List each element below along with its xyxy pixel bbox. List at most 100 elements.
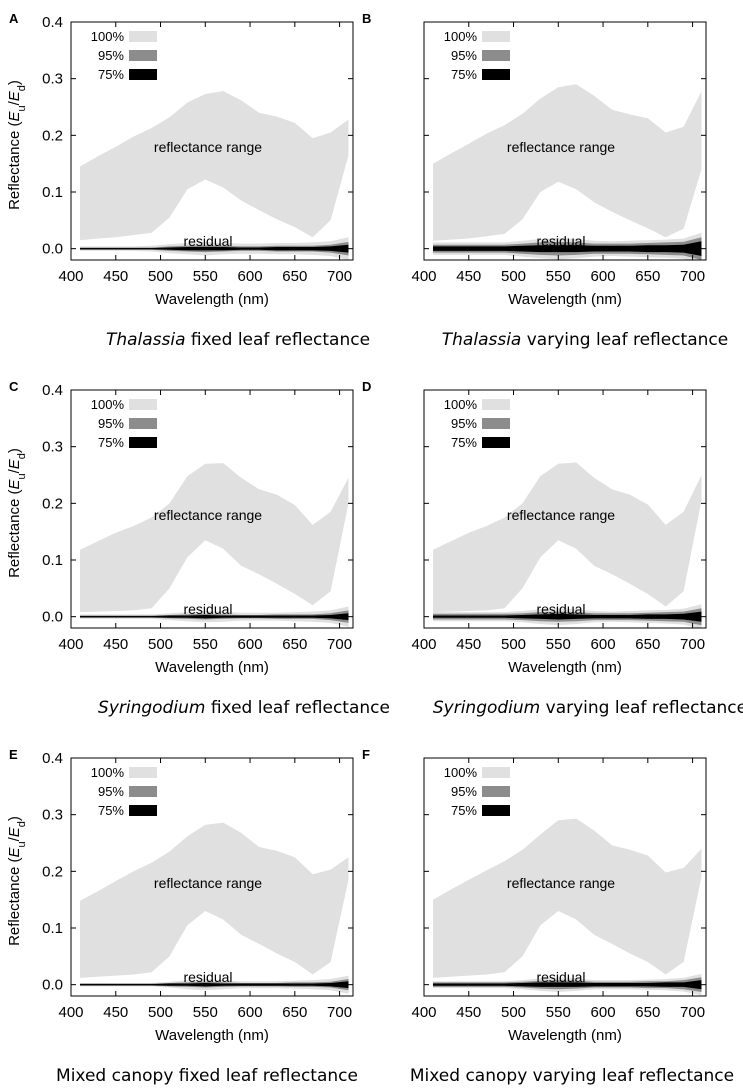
residual-label: residual — [183, 969, 232, 985]
x-tick-label: 500 — [148, 636, 173, 653]
y-axis-title-part: E — [6, 90, 23, 101]
legend-swatch — [482, 767, 510, 778]
legend-swatch — [482, 399, 510, 410]
x-tick-label: 500 — [148, 268, 173, 285]
x-axis-title: Wavelength (nm) — [508, 659, 622, 676]
x-axis-title: Wavelength (nm) — [155, 291, 269, 308]
reflectance-range-label: reflectance range — [154, 139, 262, 155]
y-tick-label: 0.1 — [42, 184, 63, 201]
reflectance-range-label: reflectance range — [154, 875, 262, 891]
chart-panel-b: B 400 450 500 550 600 650 700 Wavelength (nm) ref… — [362, 11, 728, 350]
x-tick-label: 500 — [148, 1004, 173, 1021]
caption-text: Mixed canopy fixed leaf reflectance — [56, 1066, 358, 1086]
x-tick-label: 600 — [591, 636, 616, 653]
legend-label: 100% — [91, 397, 125, 412]
plot-frame — [70, 389, 354, 629]
x-tick-label: 650 — [635, 636, 660, 653]
x-tick-label: 600 — [238, 636, 263, 653]
x-tick-label: 600 — [238, 1004, 263, 1021]
legend-swatch — [482, 31, 510, 42]
y-tick-label: 0.4 — [42, 382, 63, 399]
x-tick-label: 700 — [680, 1004, 705, 1021]
legend-label: 95% — [451, 416, 477, 431]
caption-text: varying leaf reflectance — [540, 698, 743, 718]
y-axis-title-part: / — [6, 468, 23, 473]
y-axis-title: Reflectance (Eu/Ed) — [6, 816, 28, 946]
legend-swatch — [129, 437, 157, 448]
x-tick-label: 700 — [327, 268, 352, 285]
legend-label: 100% — [444, 397, 478, 412]
legend-swatch — [482, 50, 510, 61]
x-tick-label: 450 — [103, 1004, 128, 1021]
y-tick-label: 0.2 — [42, 863, 63, 880]
x-tick-label: 400 — [411, 1004, 436, 1021]
x-tick-label: 450 — [456, 636, 481, 653]
y-axis-title: Reflectance (Eu/Ed) — [6, 80, 28, 210]
legend-swatch — [129, 31, 157, 42]
caption-species: Syringodium — [98, 698, 205, 718]
reflectance-range-band — [433, 462, 702, 613]
legend-swatch — [482, 805, 510, 816]
y-axis-title-part: E — [6, 826, 23, 837]
legend-label: 75% — [451, 435, 477, 450]
x-tick-label: 700 — [327, 1004, 352, 1021]
y-axis-title-part: ) — [6, 80, 23, 85]
x-tick-label: 500 — [501, 636, 526, 653]
chart-panel-e: E 0.0 0.1 0.2 0.3 0.4 400 450 500 550 600 650 700 Wav… — [6, 747, 358, 1086]
y-axis-title-part: Reflectance ( — [6, 122, 23, 210]
y-axis-title-part: Reflectance ( — [6, 490, 23, 578]
y-axis-title-part: d — [16, 821, 28, 827]
legend-swatch — [129, 50, 157, 61]
y-axis-title-part: ) — [6, 448, 23, 453]
panel-letter: C — [9, 379, 19, 394]
plot-area — [79, 91, 349, 260]
legend-label: 75% — [451, 67, 477, 82]
x-tick-label: 400 — [58, 636, 83, 653]
x-axis-title: Wavelength (nm) — [508, 291, 622, 308]
y-tick-label: 0.4 — [42, 750, 63, 767]
residual-label: residual — [536, 233, 585, 249]
legend-label: 100% — [444, 29, 478, 44]
residual-label: residual — [183, 233, 232, 249]
y-tick-label: 0.3 — [42, 807, 63, 824]
legend-label: 95% — [451, 48, 477, 63]
y-axis-title-part: E — [6, 847, 23, 858]
x-tick-label: 600 — [591, 1004, 616, 1021]
x-tick-label: 650 — [282, 268, 307, 285]
reflectance-range-band — [80, 822, 349, 978]
plot-area — [79, 463, 349, 627]
x-tick-label: 450 — [456, 1004, 481, 1021]
caption-text: Mixed canopy varying leaf reflectance — [410, 1066, 734, 1086]
panel-letter: E — [9, 747, 18, 762]
x-tick-label: 650 — [282, 636, 307, 653]
x-tick-label: 700 — [680, 636, 705, 653]
y-axis-title: Reflectance (Eu/Ed) — [6, 448, 28, 578]
plot-area — [432, 84, 702, 260]
x-tick-label: 400 — [58, 268, 83, 285]
plot-area — [79, 822, 349, 994]
x-tick-label: 500 — [501, 268, 526, 285]
x-tick-label: 550 — [193, 1004, 218, 1021]
reflectance-range-label: reflectance range — [507, 875, 615, 891]
legend-swatch — [129, 767, 157, 778]
caption-species: Thalassia — [106, 330, 186, 350]
legend-swatch — [129, 69, 157, 80]
y-axis-title-part: u — [16, 105, 28, 111]
x-tick-label: 550 — [546, 268, 571, 285]
legend-label: 75% — [451, 803, 477, 818]
y-tick-label: 0.1 — [42, 552, 63, 569]
panel-caption: Mixed canopy varying leaf reflectance — [410, 1066, 734, 1086]
reflectance-range-label: reflectance range — [507, 139, 615, 155]
x-tick-label: 650 — [635, 1004, 660, 1021]
y-axis-title-part: u — [16, 473, 28, 479]
x-tick-label: 550 — [546, 636, 571, 653]
x-axis-title: Wavelength (nm) — [155, 659, 269, 676]
panel-letter: A — [9, 11, 19, 26]
y-axis-title-part: Reflectance ( — [6, 858, 23, 946]
panel-caption: Syringodium fixed leaf reflectance — [98, 698, 390, 718]
y-tick-label: 0.0 — [42, 977, 63, 994]
y-axis-title-part: / — [6, 100, 23, 105]
x-tick-label: 550 — [546, 1004, 571, 1021]
plot-frame — [70, 21, 354, 261]
legend-swatch — [482, 69, 510, 80]
